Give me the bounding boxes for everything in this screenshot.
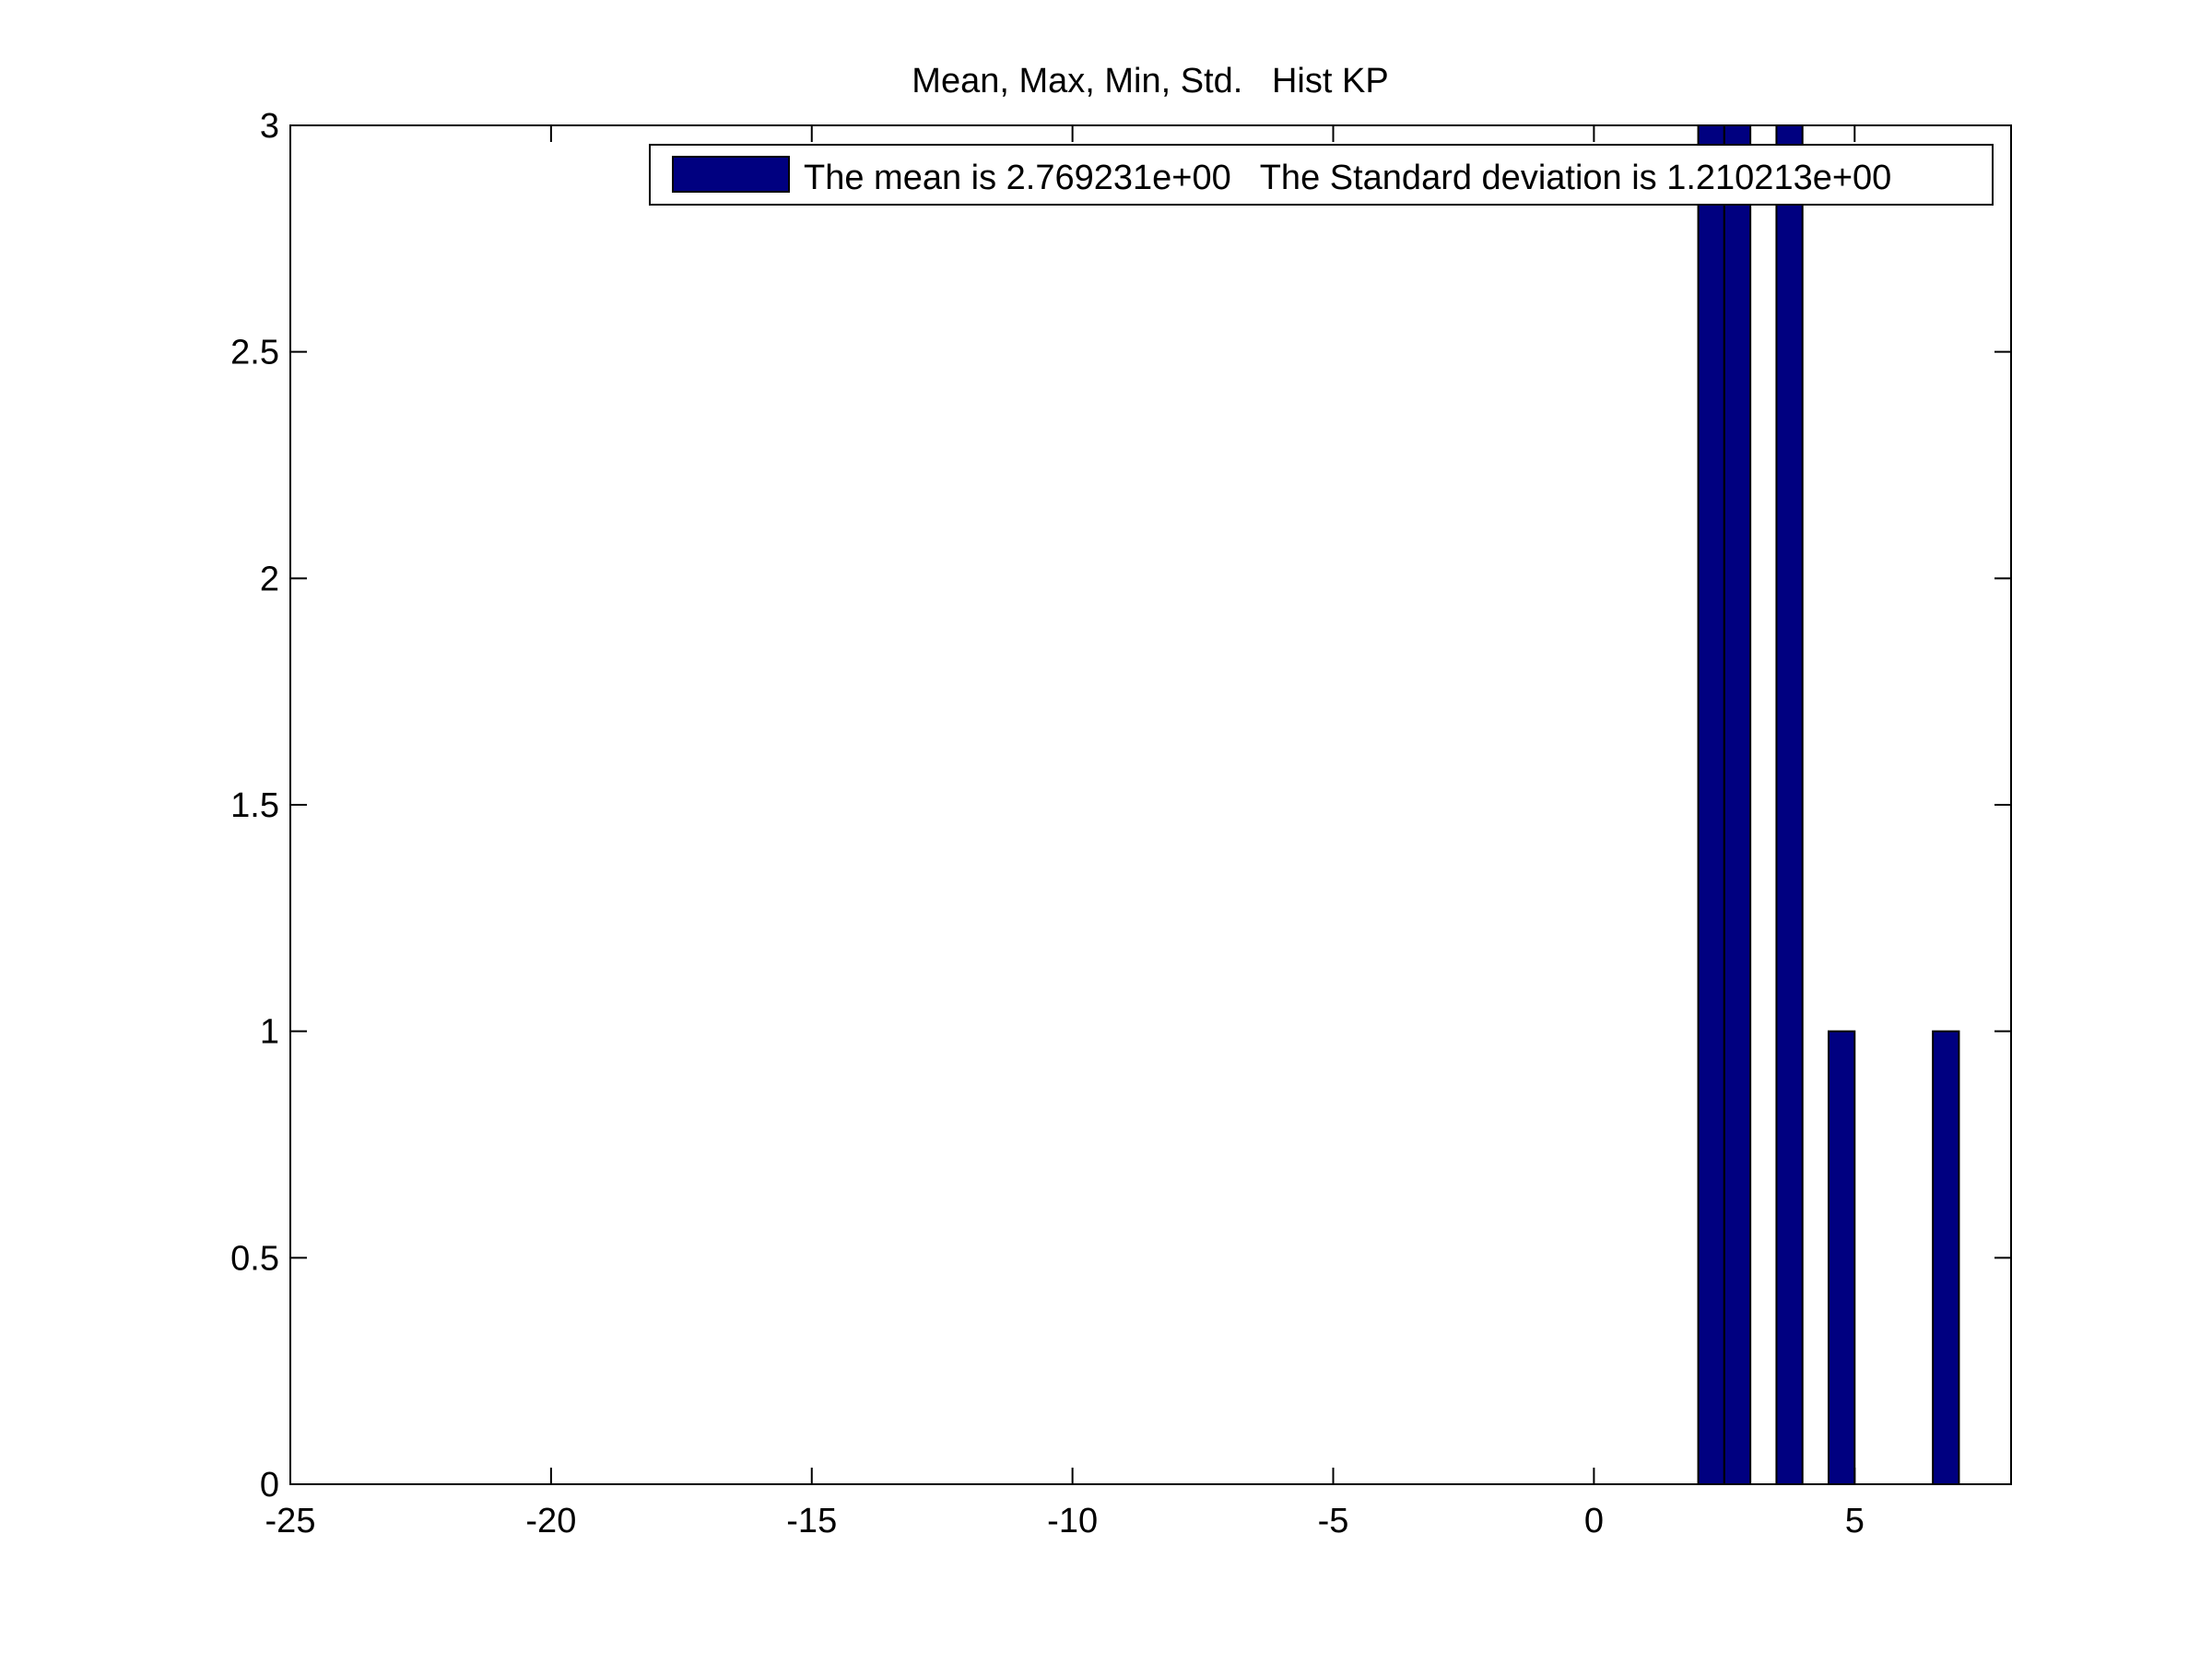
legend-box bbox=[649, 144, 1994, 206]
histogram-bar bbox=[1932, 1030, 1960, 1485]
y-tick-label: 1.5 bbox=[230, 786, 279, 825]
x-tick-label: -15 bbox=[786, 1502, 837, 1540]
axes-box bbox=[289, 124, 2012, 1485]
x-tick-label: -25 bbox=[265, 1502, 316, 1540]
x-tick-label: 5 bbox=[1845, 1502, 1865, 1540]
histogram-bar bbox=[1723, 124, 1752, 1485]
y-tick-label: 1 bbox=[260, 1013, 279, 1052]
plot-area bbox=[290, 125, 2011, 1484]
x-tick-label: -10 bbox=[1047, 1502, 1098, 1540]
legend-label: The mean is 2.769231e+00 The Standard de… bbox=[804, 159, 1891, 197]
histogram-bar bbox=[1697, 124, 1725, 1485]
x-tick-label: 0 bbox=[1584, 1502, 1604, 1540]
histogram-bar bbox=[1827, 1030, 1856, 1485]
x-tick-label: -5 bbox=[1318, 1502, 1349, 1540]
y-tick-labels: 0 0.5 1 1.5 2 2.5 3 bbox=[230, 107, 279, 1505]
y-tick-label: 2 bbox=[260, 560, 279, 598]
y-tick-label: 3 bbox=[260, 107, 279, 146]
chart-title: Mean, Max, Min, Std. Hist KP bbox=[912, 62, 1388, 100]
y-tick-label: 0 bbox=[260, 1466, 279, 1505]
y-tick-label: 2.5 bbox=[230, 334, 279, 372]
x-tick-labels: -25 -20 -15 -10 -5 0 5 bbox=[265, 1502, 1865, 1540]
legend-swatch bbox=[672, 156, 790, 193]
y-tick-label: 0.5 bbox=[230, 1239, 279, 1278]
histogram-bar bbox=[1775, 124, 1804, 1485]
x-tick-label: -20 bbox=[525, 1502, 576, 1540]
legend: The mean is 2.769231e+00 The Standard de… bbox=[649, 144, 1994, 206]
